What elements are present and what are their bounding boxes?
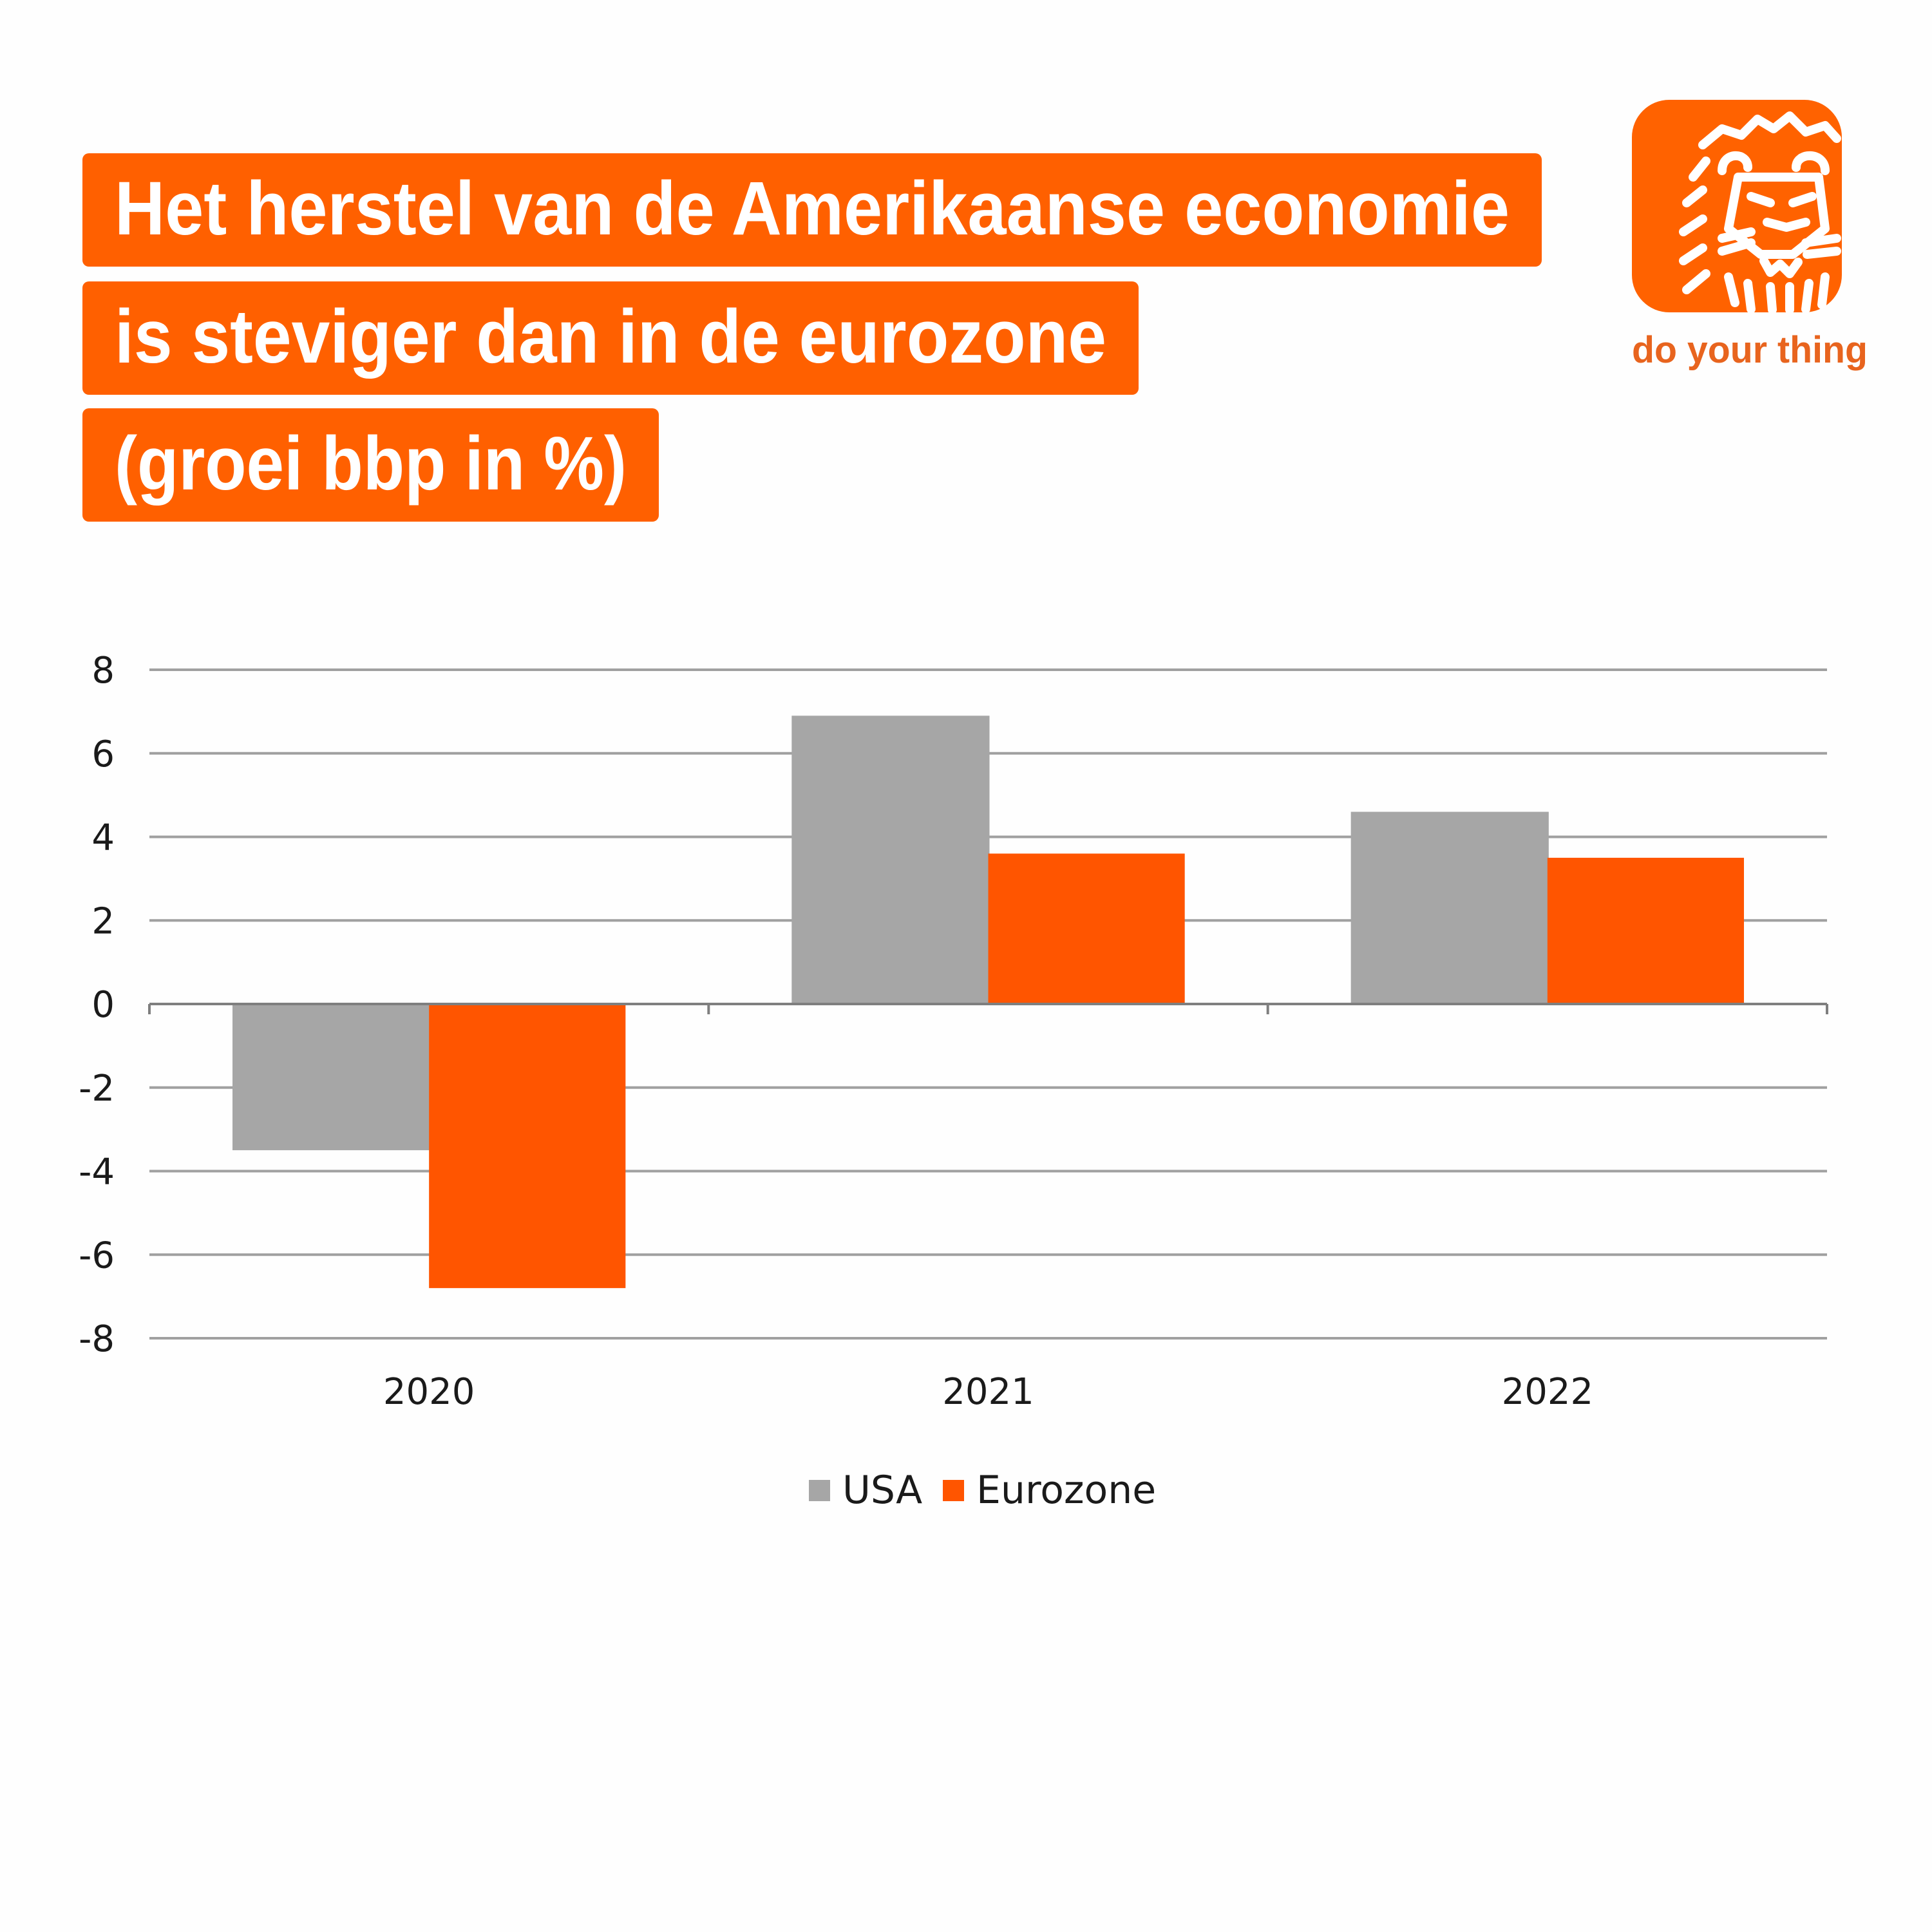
bar-usa-2021: [791, 715, 990, 1004]
title-line-2-box: is steviger dan in de eurozone: [82, 281, 1139, 395]
lion-logo-icon: [1632, 100, 1842, 312]
legend-swatch-eurozone: [943, 1480, 964, 1501]
title-line-3-box: (groei bbp in %): [82, 408, 659, 522]
y-tick-label: 6: [91, 734, 115, 775]
x-axis: [148, 1003, 1828, 1014]
bar-eurozone-2022: [1547, 857, 1744, 1004]
x-tick-label: 2021: [942, 1371, 1034, 1413]
x-tick-label: 2022: [1502, 1371, 1594, 1413]
bars: [232, 715, 1744, 1289]
title-line-1-box: Het herstel van de Amerikaanse economie: [82, 153, 1542, 267]
y-tick-label: 8: [91, 650, 115, 692]
y-tick-label: -6: [79, 1235, 115, 1276]
brand-tagline: do your thing: [1632, 329, 1868, 371]
bar-eurozone-2020: [429, 1004, 626, 1289]
y-tick-label: -2: [79, 1068, 115, 1110]
y-axis-tick-labels: 8 6 4 2 0 -2 -4 -6 -8: [79, 650, 115, 1360]
y-tick-label: -4: [79, 1151, 115, 1193]
x-tick-label: 2020: [383, 1371, 475, 1413]
x-axis-category-labels: 2020 2021 2022: [383, 1371, 1593, 1413]
y-tick-label: 0: [91, 984, 115, 1026]
title-line-1: Het herstel van de Amerikaanse economie: [115, 166, 1510, 251]
legend-label-eurozone: Eurozone: [976, 1468, 1156, 1513]
bar-usa-2020: [232, 1004, 431, 1151]
title-line-2: is steviger dan in de eurozone: [115, 294, 1106, 379]
legend: USA Eurozone: [809, 1468, 1156, 1513]
y-tick-label: 2: [91, 900, 115, 942]
y-tick-label: 4: [91, 817, 115, 859]
legend-label-usa: USA: [842, 1468, 922, 1513]
bar-usa-2022: [1350, 811, 1549, 1004]
legend-swatch-usa: [809, 1480, 830, 1501]
y-tick-label: -8: [79, 1318, 115, 1360]
bar-eurozone-2021: [988, 853, 1185, 1004]
title-line-3: (groei bbp in %): [115, 421, 627, 506]
